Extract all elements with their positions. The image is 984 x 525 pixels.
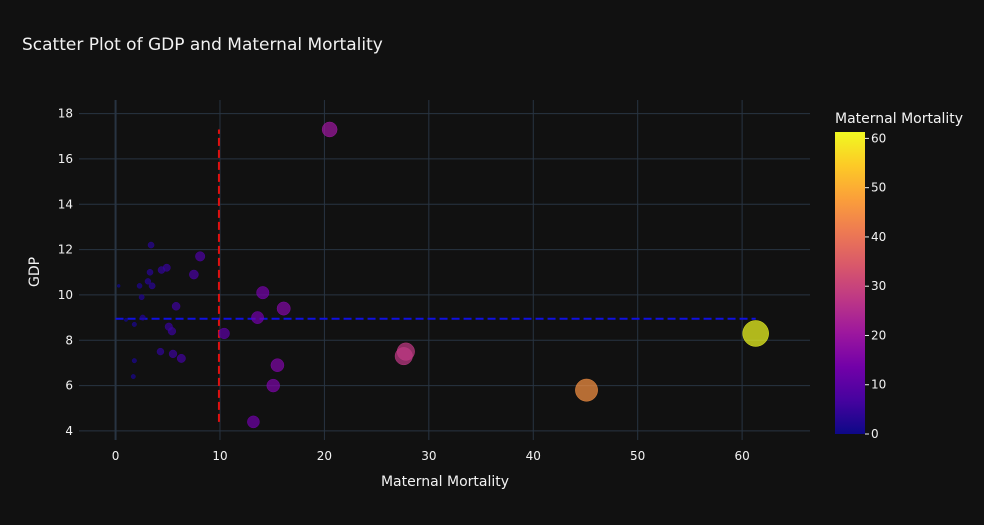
x-tick-label: 30 <box>421 449 436 463</box>
data-point <box>171 302 181 311</box>
chart-title: Scatter Plot of GDP and Maternal Mortali… <box>22 35 383 55</box>
y-tick-label: 12 <box>58 243 73 257</box>
colorbar-tick-label: 30 <box>871 279 886 293</box>
data-point <box>124 317 128 322</box>
data-point <box>144 278 152 285</box>
data-point <box>139 314 146 321</box>
colorbar-gradient <box>835 132 865 434</box>
y-axis-label: GDP <box>27 257 43 287</box>
data-point <box>321 121 338 138</box>
data-point <box>136 283 143 289</box>
data-point <box>156 347 165 356</box>
data-point <box>251 311 264 324</box>
data-point <box>247 415 260 429</box>
data-point <box>162 263 171 272</box>
x-tick-label: 10 <box>212 449 227 463</box>
y-tick-label: 16 <box>58 152 73 166</box>
x-axis-label: Maternal Mortality <box>381 474 509 490</box>
grid-layer <box>79 100 810 440</box>
colorbar-tick-label: 50 <box>871 181 886 195</box>
data-point <box>130 374 136 379</box>
data-point <box>176 353 186 363</box>
data-point <box>195 251 206 262</box>
y-tick-label: 10 <box>58 288 73 302</box>
data-point <box>742 320 769 347</box>
reference-lines <box>115 129 756 422</box>
data-point <box>276 301 291 316</box>
x-tick-label: 40 <box>526 449 541 463</box>
data-point <box>116 284 121 288</box>
data-point <box>138 294 145 301</box>
x-tick-label: 20 <box>317 449 332 463</box>
data-point <box>146 269 154 276</box>
x-tick-label: 50 <box>630 449 645 463</box>
colorbar-tick-label: 40 <box>871 230 886 244</box>
data-point <box>575 378 598 402</box>
data-point <box>148 282 156 290</box>
y-tick-label: 6 <box>65 379 73 393</box>
colorbar-tick-label: 10 <box>871 378 886 392</box>
y-tick-label: 18 <box>58 107 73 121</box>
colorbar-tick-label: 0 <box>871 427 879 441</box>
data-point <box>131 321 137 327</box>
data-point <box>147 241 155 249</box>
data-point <box>167 327 177 336</box>
x-tick-label: 60 <box>734 449 749 463</box>
x-tick-label: 0 <box>112 449 120 463</box>
colorbar-title: Maternal Mortality <box>835 111 963 127</box>
data-point <box>218 327 230 340</box>
y-tick-label: 8 <box>65 333 73 347</box>
y-tick-label: 14 <box>58 197 73 211</box>
data-point <box>256 286 270 300</box>
colorbar-tick-label: 60 <box>871 131 886 145</box>
data-point <box>168 349 178 359</box>
data-points <box>116 121 769 429</box>
data-point <box>270 358 285 372</box>
y-tick-label: 4 <box>65 424 73 438</box>
colorbar-tick-label: 20 <box>871 328 886 342</box>
data-point <box>396 342 415 361</box>
tick-labels: 0 10 20 30 40 50 60 4 6 8 10 12 14 16 18 <box>58 107 750 463</box>
data-point <box>189 269 199 280</box>
data-point <box>131 358 137 364</box>
data-point <box>266 378 280 393</box>
colorbar: 0 10 20 30 40 50 60 <box>835 131 886 441</box>
